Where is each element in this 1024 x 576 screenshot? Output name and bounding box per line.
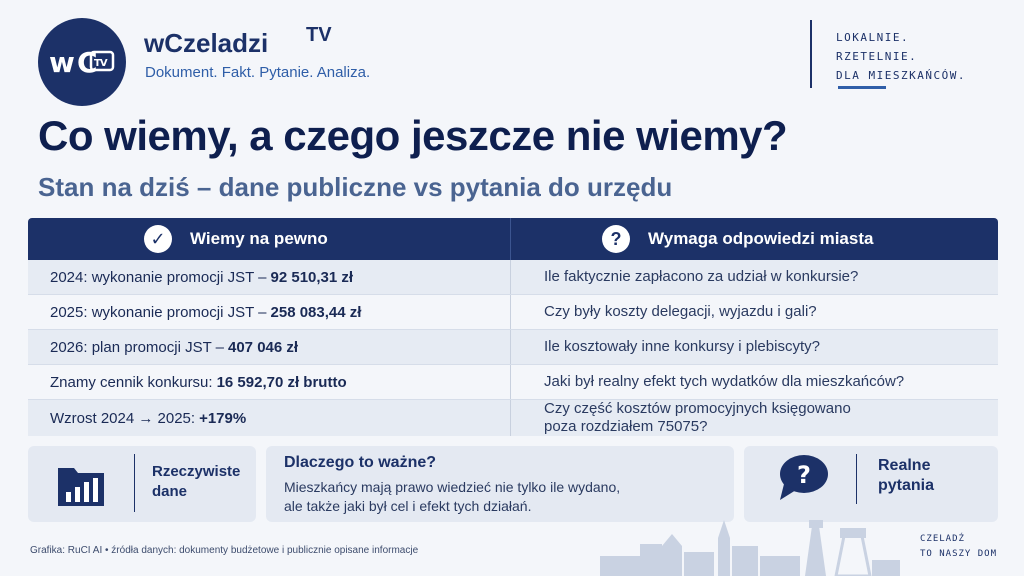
fact-text: Znamy cennik konkursu: [50, 373, 213, 391]
table-header: ✓ Wiemy na pewno ? Wymaga odpowiedzi mia… [28, 218, 998, 260]
open-question: Jaki był realny efekt tych wydatków dla … [544, 373, 905, 390]
known-fact: Wzrost 2024 → 2025: +179% [50, 400, 246, 436]
fact-value: 92 510,31 zł [270, 268, 354, 286]
fact-value: 16 592,70 zł brutto [216, 373, 347, 391]
fact-value: 407 046 zł [228, 338, 299, 356]
footer-motto-line-2: TO NASZY DOM [920, 549, 998, 559]
known-fact: 2026: plan promocji JST – 407 046 zł [50, 330, 298, 364]
known-fact: 2025: wykonanie promocji JST – 258 083,4… [50, 295, 361, 329]
svg-text:?: ? [797, 461, 811, 489]
known-fact: Znamy cennik konkursu: 16 592,70 zł brut… [50, 365, 347, 399]
motto-line-2: RZETELNIE. [836, 50, 918, 63]
card-divider [856, 454, 857, 504]
table-row: 2026: plan promocji JST – 407 046 zł Ile… [28, 330, 998, 365]
why-important-card [266, 446, 734, 522]
open-question: Ile kosztowały inne konkursy i plebiscyt… [544, 338, 820, 355]
header-divider [810, 20, 812, 88]
real-questions-line-2: pytania [878, 477, 935, 494]
fact-text: 2024: wykonanie promocji JST – [50, 268, 267, 286]
why-line-1: Mieszkańcy mają prawo wiedzieć nie tylko… [284, 479, 621, 495]
card-divider [134, 454, 135, 512]
footer-motto-line-1: CZELADŹ [920, 534, 965, 544]
motto: LOKALNIE. RZETELNIE. DLA MIESZKAŃCÓW. [836, 28, 966, 85]
brand-logo: w C TV [38, 18, 126, 106]
speech-bubble-question-icon: ? [780, 455, 828, 500]
header-divider-line [510, 218, 511, 260]
real-data-line-2: dane [152, 483, 188, 500]
svg-text:w: w [49, 46, 74, 79]
source-note: Grafika: RuCI AI • źródła danych: dokume… [30, 545, 419, 556]
brand-tv: TV [306, 24, 332, 46]
open-question: Ile faktycznie zapłacono za udział w kon… [544, 268, 859, 285]
question-line-2: poza rozdziałem 75075? [544, 418, 708, 435]
motto-line-1: LOKALNIE. [836, 31, 910, 44]
why-important-text: Mieszkańcy mają prawo wiedzieć nie tylko… [284, 478, 724, 516]
question-line-1: Czy część kosztów promocyjnych księgowan… [544, 400, 851, 417]
page-title: Co wiemy, a czego jeszcze nie wiemy? [38, 112, 788, 159]
check-icon: ✓ [144, 225, 172, 253]
question-icon: ? [602, 225, 630, 253]
footer-motto: CZELADŹ TO NASZY DOM [920, 532, 997, 562]
unknown-column-header: Wymaga odpowiedzi miasta [648, 229, 874, 248]
motto-underline [838, 86, 886, 89]
fact-value: +179% [199, 409, 247, 427]
row-divider [510, 295, 511, 329]
row-divider [510, 365, 511, 399]
table-row: Znamy cennik konkursu: 16 592,70 zł brut… [28, 365, 998, 400]
known-column-header: Wiemy na pewno [190, 229, 328, 248]
known-fact: 2024: wykonanie promocji JST – 92 510,31… [50, 260, 353, 294]
table-row: Wzrost 2024 → 2025: +179% Czy część kosz… [28, 400, 998, 436]
fact-text: Wzrost 2024 → 2025: [50, 409, 196, 427]
row-divider [510, 260, 511, 294]
city-skyline-icon [600, 520, 900, 576]
open-question: Czy były koszty delegacji, wyjazdu i gal… [544, 303, 817, 320]
row-divider [510, 400, 511, 436]
comparison-table: ✓ Wiemy na pewno ? Wymaga odpowiedzi mia… [28, 218, 998, 436]
logo-mark-icon: w C TV [49, 46, 115, 79]
motto-line-3: DLA MIESZKAŃCÓW. [836, 69, 966, 82]
real-questions-line-1: Realne [878, 457, 931, 474]
fact-text: 2026: plan promocji JST – [50, 338, 224, 356]
row-divider [510, 330, 511, 364]
table-row: 2024: wykonanie promocji JST – 92 510,31… [28, 260, 998, 295]
folder-chart-icon [58, 468, 104, 506]
why-important-title: Dlaczego to ważne? [284, 454, 437, 471]
svg-text:TV: TV [94, 58, 108, 69]
why-line-2: ale także jaki był cel i efekt tych dzia… [284, 498, 532, 514]
fact-text: 2025: wykonanie promocji JST – [50, 303, 267, 321]
brand-tagline: Dokument. Fakt. Pytanie. Analiza. [145, 64, 371, 81]
table-row: 2025: wykonanie promocji JST – 258 083,4… [28, 295, 998, 330]
fact-value: 258 083,44 zł [270, 303, 362, 321]
open-question: Czy część kosztów promocyjnych księgowan… [544, 400, 851, 436]
real-questions-label: Realne pytania [878, 456, 934, 496]
page-subtitle: Stan na dziś – dane publiczne vs pytania… [38, 172, 673, 202]
real-data-label: Rzeczywiste dane [152, 462, 252, 502]
brand-name: wCzeladzi [144, 28, 269, 58]
real-data-line-1: Rzeczywiste [152, 463, 241, 480]
